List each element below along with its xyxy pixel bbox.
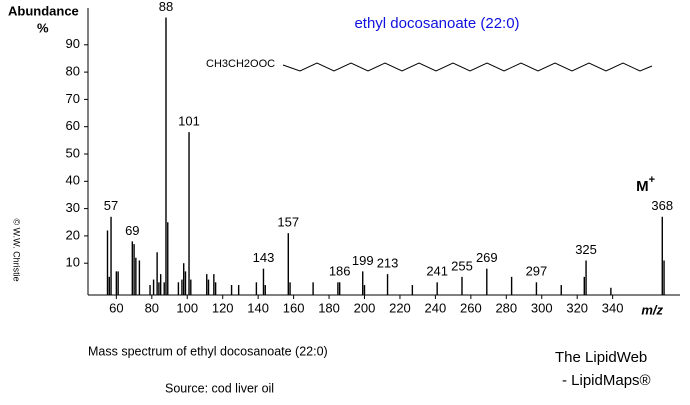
y-axis-label: Abundance bbox=[8, 3, 79, 18]
peak-label: 325 bbox=[575, 242, 597, 257]
x-tick-label: 60 bbox=[109, 300, 123, 315]
x-tick-label: 160 bbox=[283, 300, 305, 315]
peak-label: 255 bbox=[451, 258, 473, 273]
caption: Mass spectrum of ethyl docosanoate (22:0… bbox=[88, 344, 328, 358]
y-tick-label: 30 bbox=[66, 200, 80, 215]
x-tick-label: 100 bbox=[176, 300, 198, 315]
peak-label: 101 bbox=[178, 114, 200, 129]
x-tick-label: 120 bbox=[212, 300, 234, 315]
chart-title: ethyl docosanoate (22:0) bbox=[354, 15, 519, 32]
x-tick-label: 140 bbox=[247, 300, 269, 315]
x-tick-label: 240 bbox=[425, 300, 447, 315]
x-tick-label: 300 bbox=[531, 300, 553, 315]
peak-label: 241 bbox=[426, 264, 448, 279]
peak-label: 143 bbox=[253, 250, 275, 265]
x-tick-label: 280 bbox=[495, 300, 517, 315]
x-tick-label: 260 bbox=[460, 300, 482, 315]
source: Source: cod liver oil bbox=[165, 381, 274, 395]
y-tick-label: 10 bbox=[66, 255, 80, 270]
y-axis-unit: % bbox=[37, 20, 49, 35]
structure-label: CH3CH2OOC bbox=[206, 58, 275, 70]
y-tick-label: 20 bbox=[66, 227, 80, 242]
y-tick-label: 60 bbox=[66, 118, 80, 133]
x-tick-label: 80 bbox=[145, 300, 159, 315]
x-tick-label: 220 bbox=[389, 300, 411, 315]
peak-label: 297 bbox=[526, 264, 548, 279]
peak-label: 157 bbox=[277, 215, 299, 230]
copyright: © W.W. Christie bbox=[12, 218, 22, 281]
peak-label: 186 bbox=[329, 264, 351, 279]
peak-label: 368 bbox=[651, 198, 673, 213]
peak-label: 69 bbox=[125, 223, 139, 238]
x-tick-label: 180 bbox=[318, 300, 340, 315]
x-axis-label: m/z bbox=[641, 302, 663, 317]
peak-label: 57 bbox=[104, 198, 118, 213]
x-tick-label: 200 bbox=[354, 300, 376, 315]
peak-label: 88 bbox=[159, 0, 173, 14]
peak-label: 199 bbox=[352, 253, 374, 268]
y-tick-label: 70 bbox=[66, 91, 80, 106]
molecular-ion: M+ bbox=[636, 174, 655, 195]
x-tick-label: 320 bbox=[566, 300, 588, 315]
y-tick-label: 40 bbox=[66, 173, 80, 188]
alkyl-chain bbox=[282, 62, 653, 72]
y-tick-label: 80 bbox=[66, 64, 80, 79]
peak-label: 213 bbox=[377, 256, 399, 271]
brand-line: The LipidWeb bbox=[555, 349, 647, 366]
brand-line: - LipidMaps® bbox=[562, 372, 651, 389]
peak-label: 269 bbox=[476, 250, 498, 265]
y-tick-label: 90 bbox=[66, 36, 80, 51]
y-tick-label: 50 bbox=[66, 145, 80, 160]
x-tick-label: 340 bbox=[602, 300, 624, 315]
